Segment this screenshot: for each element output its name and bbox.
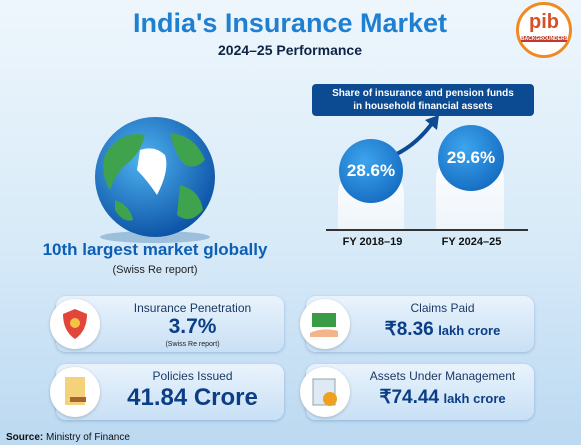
card-title: Policies Issued [152, 369, 233, 383]
globe-note: (Swiss Re report) [112, 264, 198, 276]
share-banner: Share of insurance and pension funds in … [312, 84, 534, 116]
card: Assets Under Management ₹74.44 lakh cror… [300, 364, 534, 420]
card-value: 41.84 Crore [127, 384, 258, 411]
card-title: Insurance Penetration [133, 301, 252, 315]
card: Insurance Penetration 3.7% (Swiss Re rep… [50, 296, 284, 352]
share-label: FY 2024–25 [441, 236, 502, 248]
card-value: ₹74.44 [379, 387, 440, 408]
share-value: 28.6% [339, 139, 403, 203]
card-value-row: ₹74.44 lakh crore [351, 386, 534, 409]
card-unit: lakh crore [438, 323, 501, 338]
share-title-line: Share of insurance and pension funds [332, 88, 514, 99]
subtitle: 2024–25 Performance [218, 42, 362, 58]
source: Source: Ministry of Finance [6, 432, 130, 443]
globe-headline: 10th largest market globally [42, 240, 268, 259]
card: Policies Issued 41.84 Crore [50, 364, 284, 420]
card-value: ₹8.36 [384, 319, 434, 340]
logo: pib BACKGROUNDERS [516, 2, 572, 58]
share-title-line: in household financial assets [353, 101, 493, 112]
title: India's Insurance Market [132, 8, 448, 38]
card-title: Claims Paid [410, 301, 475, 315]
globe [95, 117, 215, 243]
card-title: Assets Under Management [369, 369, 516, 383]
baseline [326, 229, 528, 231]
card-value-row: ₹8.36 lakh crore [351, 318, 534, 341]
logo-text: pib [529, 11, 559, 33]
card-value: 3.7% [168, 315, 217, 338]
card-unit: lakh crore [443, 391, 506, 406]
icon [50, 299, 100, 349]
share-label: FY 2018–19 [342, 236, 403, 248]
source-label: Source: [6, 432, 44, 443]
icon [50, 367, 100, 417]
share-value: 29.6% [438, 125, 504, 191]
source-text: Ministry of Finance [46, 432, 130, 443]
card-note: (Swiss Re report) [165, 341, 220, 348]
icon [300, 299, 350, 349]
logo-tag: BACKGROUNDERS [521, 36, 568, 42]
icon [300, 367, 350, 417]
card: Claims Paid ₹8.36 lakh crore [300, 296, 534, 352]
